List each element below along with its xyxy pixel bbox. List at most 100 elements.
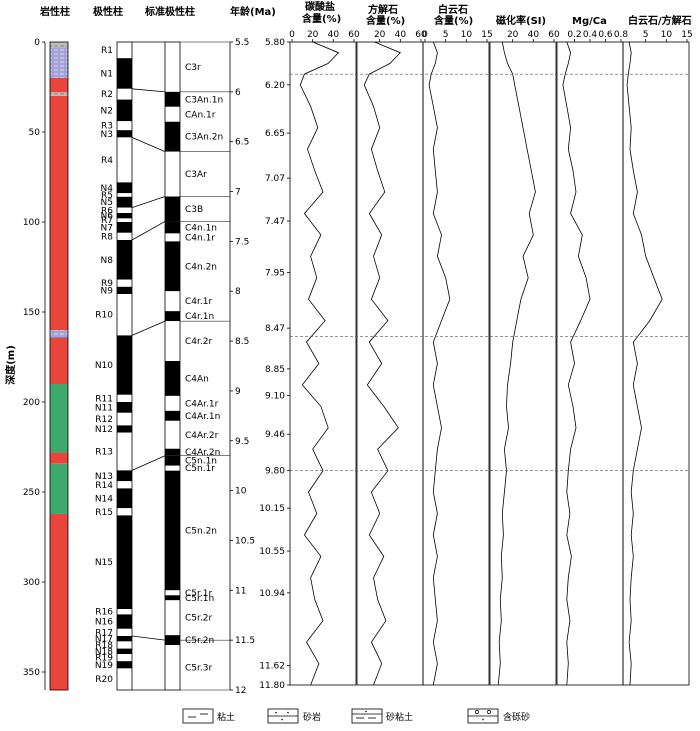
chron-C5r.3r [165, 645, 180, 690]
polarity-label-R14: R14 [95, 481, 113, 491]
tie-line-4 [131, 221, 166, 241]
header-carbonate-2: 含量(%) [302, 12, 341, 25]
polarity-zone-N4 [117, 182, 132, 194]
depth-tick-label-0: 0 [34, 38, 40, 48]
polarity-zone-R15 [117, 508, 132, 516]
polarity-zone-R4 [117, 137, 132, 183]
panel-frame-carbonate [289, 41, 357, 686]
xtick-label-carbonate-3: 60 [348, 30, 360, 40]
polarity-label-R18: R18 [95, 641, 113, 651]
polarity-zone-N12 [117, 425, 132, 433]
polarity-label-N10: N10 [95, 361, 113, 371]
lithology-frame [49, 41, 69, 691]
gpts-column [164, 41, 181, 691]
polarity-label-R1: R1 [101, 46, 113, 56]
xtick-label-susceptibility-1: 40 [528, 30, 540, 40]
polarity-zone-N15 [117, 515, 132, 609]
xtick-label-mgca-1: 0.4 [583, 30, 598, 40]
polarity-zone-N11 [117, 402, 132, 413]
tie-line-7 [131, 635, 166, 641]
age-tick-label-6.65: 6.65 [265, 129, 285, 139]
polarity-zone-R11 [117, 394, 132, 402]
polarity-label-N9: N9 [101, 286, 114, 296]
lithology-layer-1 [50, 47, 68, 78]
polarity-zone-N1 [117, 58, 132, 89]
gpts-age-tick-label-5.5: 5.5 [235, 38, 249, 48]
polarity-label-N1: N1 [101, 70, 113, 80]
polarity-label-N12: N12 [95, 425, 113, 435]
gpts-age-tick-label-7: 7 [235, 188, 241, 198]
header-calcite-1: 方解石 [368, 3, 398, 16]
chron-CAn.1r [165, 106, 180, 122]
chron-label-C5n.1n: C5n.1n [185, 457, 217, 467]
chron-C4r.1n [165, 311, 180, 322]
chron-label-C5r.1r: C5r.1r [185, 589, 212, 599]
gpts-age-tick-label-12: 12 [235, 686, 246, 696]
chron-label-C4n.2n: C4n.2n [185, 262, 217, 272]
legend-label-sandy-clay: 砂粘土 [386, 711, 413, 723]
gpts-age-axis: 5.5 6 6.5 7 7.5 8 8.5 9 9.5 10 10.5 11 11.5 12 [229, 38, 255, 696]
age-tick-label-9.1: 9.10 [265, 392, 285, 402]
polarity-frame [116, 41, 133, 691]
lithology-layer-3 [50, 92, 68, 96]
lithology-layer-8 [50, 452, 68, 464]
chron-C4Ar.2r [165, 420, 180, 449]
series-line-calcite [363, 41, 401, 686]
chron-label-CAn.1r: CAn.1r [185, 110, 216, 120]
lithology-layer-5 [50, 330, 68, 338]
xtick-label-dolcal-0: 5 [643, 30, 649, 40]
lithology-layer-7 [50, 384, 68, 453]
depth-axis: 0 50 100 150 200 250 300 350 [23, 38, 46, 690]
age-tick-label-11.62: 11.62 [259, 662, 285, 672]
polarity-label-N18: N18 [95, 647, 113, 657]
series-line-mgca [562, 41, 591, 686]
panel-carbonate: 0 20 40 60 [289, 30, 360, 686]
polarity-label-N16: N16 [95, 618, 113, 628]
chron-label-C3An.1n: C3An.1n [185, 95, 223, 105]
chron-label-C4An: C4An [185, 374, 209, 384]
xtick-label-mgca-0: 0.2 [567, 30, 581, 40]
chron-C4An [165, 361, 180, 396]
tie-line-1 [131, 88, 166, 93]
polarity-zone-N18 [117, 648, 132, 654]
age-axis: 5.80 6.20 6.65 7.07 7.47 7.95 8.47 8.85 9.10 9.46… [259, 38, 290, 691]
xtick-label-mgca-2: 0.6 [598, 30, 613, 40]
lithology-layer-9 [50, 463, 68, 514]
legend-swatch-sandstone-dot1 [275, 711, 277, 714]
polarity-label-R19: R19 [95, 654, 113, 664]
header-carbonate-1: 碳酸盐 [305, 0, 335, 13]
polarity-label-R2: R2 [101, 90, 113, 100]
xtick-label-dolcal-1: 10 [661, 30, 673, 40]
chron-C5n.2n [165, 470, 180, 591]
polarity-zone-N16 [117, 614, 132, 629]
chron-label-C3Ar: C3Ar [185, 170, 207, 180]
gpts-age-tick-label-10: 10 [235, 487, 247, 497]
age-tick-label-6.2: 6.20 [265, 81, 285, 91]
xtick-label-calcite-1: 40 [395, 30, 407, 40]
chron-label-C5r.3r: C5r.3r [185, 664, 212, 674]
polarity-zone-N14 [117, 488, 132, 509]
chron-label-C4r.1r: C4r.1r [185, 297, 212, 307]
header-susceptibility: 磁化率(SI) [496, 14, 546, 27]
chron-label-C3r: C3r [185, 63, 201, 73]
lithology-layer-10 [50, 513, 68, 690]
chron-C4r.2r [165, 321, 180, 362]
chron-C3An.1n [165, 91, 180, 107]
depth-tick-label-100: 100 [23, 218, 40, 228]
polarity-label-N13: N13 [95, 472, 113, 482]
depth-tick-label-250: 250 [23, 488, 40, 498]
chron-label-C4Ar.2n: C4Ar.2n [185, 448, 220, 458]
lithology-layer-4 [50, 96, 68, 330]
gpts-age-tick-label-8.5: 8.5 [235, 337, 249, 347]
gpts-age-tick-label-10.5: 10.5 [235, 536, 255, 546]
polarity-label-N7: N7 [101, 223, 113, 233]
chron-label-C4Ar.1n: C4Ar.1n [185, 412, 220, 422]
chron-label-C4n.1n: C4n.1n [185, 223, 217, 233]
polarity-label-N5: N5 [101, 198, 113, 208]
polarity-zone-R16 [117, 609, 132, 615]
gpts-age-tick-label-8: 8 [235, 287, 241, 297]
polarity-zone-R5 [117, 193, 132, 197]
depth-tick-label-200: 200 [23, 398, 40, 408]
chron-label-C5r.2r: C5r.2r [185, 614, 212, 624]
